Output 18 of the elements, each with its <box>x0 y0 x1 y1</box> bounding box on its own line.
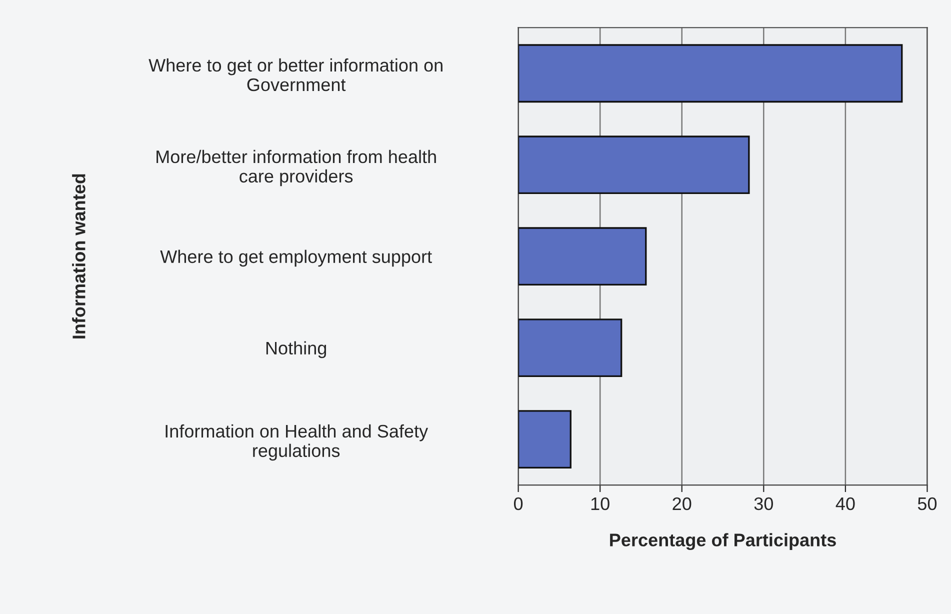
x-tick-label: 30 <box>754 497 773 510</box>
y-tick-label: Where to get employment support <box>160 250 432 267</box>
y-tick-label: Information on Health and Safety regulations <box>166 424 428 461</box>
bar <box>518 44 903 103</box>
x-tick-label: 20 <box>672 497 692 510</box>
bar <box>518 410 572 469</box>
y-tick-label: More/better information from health care providers <box>156 150 436 186</box>
x-tick-label: 10 <box>591 497 610 510</box>
y-axis-title: Information wanted <box>72 174 86 338</box>
bar <box>518 227 647 286</box>
bar <box>518 318 622 378</box>
x-tick-label: 50 <box>918 497 937 510</box>
y-tick-label: Nothing <box>266 341 326 358</box>
y-tick-label: Where to get or better information on Government <box>148 58 442 92</box>
x-axis-title: Percentage of Participants <box>610 533 836 550</box>
x-tick-label: 0 <box>514 497 523 510</box>
bar <box>518 136 750 194</box>
x-tick-label: 40 <box>836 497 855 510</box>
